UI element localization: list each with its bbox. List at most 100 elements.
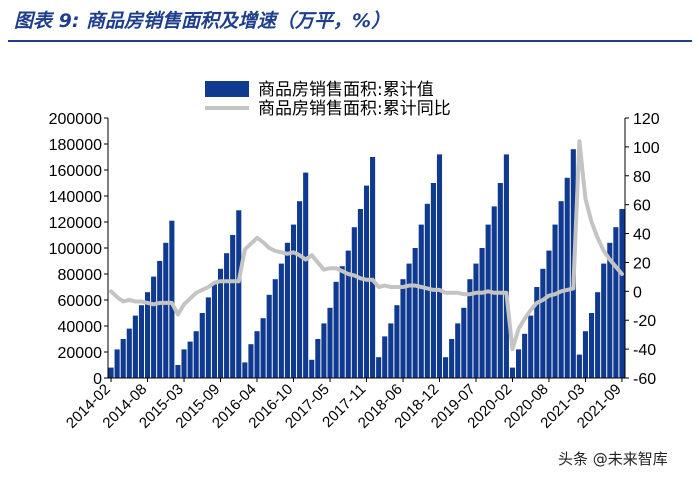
bar [169, 220, 175, 378]
y-left-tick-label: 40000 [58, 319, 103, 336]
bar [400, 279, 406, 378]
y-right-tick-label: -20 [633, 313, 656, 330]
bar [412, 248, 418, 378]
y-left-tick-label: 140000 [49, 189, 102, 206]
y-left-tick-label: 180000 [49, 137, 102, 154]
bar [303, 172, 309, 378]
bar [157, 261, 163, 378]
bar [254, 331, 260, 378]
bar [576, 354, 582, 378]
bar [406, 263, 412, 378]
bar [138, 305, 145, 378]
bar [455, 323, 461, 378]
bar [345, 250, 351, 378]
bar [540, 268, 546, 378]
bar [509, 367, 516, 378]
y-right-tick-label: 0 [633, 284, 642, 301]
line-yoy [109, 139, 624, 352]
line-series [109, 139, 624, 352]
bar [552, 224, 558, 378]
bar [224, 253, 230, 378]
bar [120, 339, 126, 378]
y-right-tick-label: -60 [633, 371, 656, 388]
bar [315, 339, 321, 378]
bar [497, 183, 503, 378]
bar [503, 154, 509, 378]
bar [321, 323, 327, 378]
y-right-tick-label: 100 [633, 140, 660, 157]
bar [436, 154, 443, 378]
bar [376, 357, 382, 378]
y-left-tick-label: 60000 [58, 293, 103, 310]
bar [351, 227, 357, 378]
bar [339, 266, 345, 378]
bar [449, 339, 455, 378]
y-right-tick-label: 60 [633, 198, 651, 215]
y-right-tick-label: -40 [633, 342, 656, 359]
bar [516, 349, 522, 378]
bar [230, 235, 236, 378]
y-right-tick-label: 120 [633, 111, 660, 128]
bar [424, 203, 430, 378]
bar [266, 294, 272, 378]
bar-series [108, 149, 625, 378]
bar [485, 224, 491, 378]
title-rule [8, 40, 692, 42]
bar [357, 209, 363, 378]
bar [588, 313, 595, 378]
chart-title: 图表 9: 商品房销售面积及增速（万平，%） [14, 10, 391, 32]
bar [205, 297, 211, 378]
bar [528, 315, 534, 378]
bar [242, 362, 248, 378]
watermark: 头条 @未来智库 [558, 450, 668, 468]
bar [108, 367, 114, 378]
y-right-tick-label: 20 [633, 255, 651, 272]
bar [284, 242, 290, 378]
bar [601, 263, 607, 378]
legend-label-bar: 商品房销售面积:累计值 [258, 80, 434, 100]
bar [582, 331, 589, 378]
bar [187, 341, 193, 378]
bar [297, 201, 303, 378]
y-left-tick-label: 100000 [49, 241, 102, 258]
y-right-tick-label: 80 [633, 169, 651, 186]
y-left-tick-label: 80000 [58, 267, 103, 284]
bar [370, 157, 376, 378]
bar [479, 248, 485, 378]
bar [181, 349, 187, 378]
legend-label-line: 商品房销售面积:累计同比 [258, 99, 451, 119]
bar [163, 242, 169, 378]
bar [443, 357, 449, 378]
bar [290, 224, 297, 378]
bar [199, 313, 205, 378]
bar [619, 209, 625, 378]
bar [363, 185, 370, 378]
bar [418, 224, 424, 378]
bar [382, 336, 388, 378]
bar [114, 349, 120, 378]
bar [278, 263, 284, 378]
bar [430, 183, 436, 378]
bar [534, 287, 540, 378]
bar [248, 344, 254, 378]
y-left-tick-label: 0 [93, 371, 102, 388]
bar [333, 281, 339, 378]
bar [309, 359, 315, 378]
bar [613, 227, 619, 378]
bar [193, 331, 199, 378]
bar [132, 315, 138, 378]
bar [144, 292, 151, 378]
bar [564, 177, 570, 378]
bar [473, 263, 479, 378]
bar [151, 276, 157, 378]
bar [272, 279, 278, 378]
y-left-tick-label: 200000 [49, 111, 102, 128]
bar [595, 292, 601, 378]
bar [260, 318, 266, 378]
bar [211, 284, 217, 378]
bar [467, 279, 473, 378]
bar [236, 210, 242, 378]
bar [461, 307, 467, 378]
